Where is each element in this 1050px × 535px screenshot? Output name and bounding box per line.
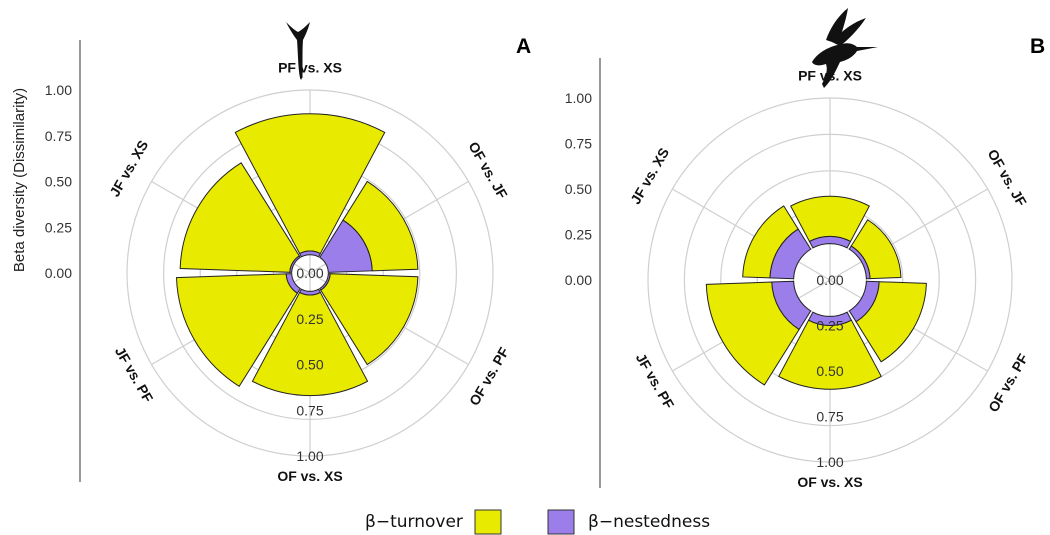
- category-label: OF vs. JF: [465, 139, 511, 202]
- grid-spoke: [829, 188, 988, 281]
- legend-key-turnover: [474, 509, 502, 535]
- nestedness-bar: [769, 228, 812, 280]
- category-label: JF vs. PF: [633, 350, 678, 412]
- radial-tick-label: 0.00: [816, 272, 843, 288]
- category-label: OF vs. XS: [277, 468, 342, 484]
- nestedness-bar: [285, 273, 301, 294]
- panel-label-a: A: [516, 35, 531, 58]
- legend-label-nestedness: β−nestedness: [588, 512, 710, 532]
- radial-tick-label: 0.50: [296, 357, 323, 373]
- radial-tick-label: 0.00: [296, 265, 323, 281]
- radial-tick-label: 0.75: [296, 402, 323, 418]
- y-tick-label: 0.25: [565, 227, 592, 243]
- category-label: OF vs. PF: [985, 350, 1031, 414]
- y-tick-label: 1.00: [565, 90, 592, 106]
- hummingbird-icon: [812, 8, 878, 88]
- legend: β−turnover β−nestedness: [365, 509, 710, 535]
- nestedness-bar: [289, 255, 301, 273]
- radial-tick-label: 0.25: [296, 311, 323, 327]
- nestedness-bar: [299, 288, 321, 296]
- nestedness-bar: [807, 311, 853, 326]
- y-tick-label: 0.00: [45, 265, 72, 281]
- nestedness-bar: [319, 219, 373, 273]
- nestedness-bar: [808, 235, 852, 249]
- legend-key-nestedness: [547, 509, 575, 535]
- flower-icon: [286, 22, 310, 80]
- turnover-bar: [850, 219, 902, 280]
- turnover-bar: [790, 195, 870, 243]
- category-label: OF vs. PF: [466, 344, 512, 408]
- nestedness-bar: [848, 245, 871, 280]
- panel-label-b: B: [1030, 35, 1045, 58]
- panel-a: OF vs. JF OF vs. PF OF vs. XS JF vs. PF JF v…: [45, 40, 512, 484]
- nestedness-bar: [319, 273, 331, 291]
- y-tick-label: 0.25: [45, 219, 72, 235]
- category-label: JF vs. XS: [627, 145, 672, 207]
- category-label: OF vs. XS: [797, 474, 862, 490]
- radial-tick-label: 0.25: [816, 318, 843, 334]
- category-label: JF vs. PF: [112, 344, 157, 406]
- y-tick-label: 0.50: [45, 174, 72, 190]
- panel-b: OF vs. JF OF vs. PF OF vs. XS JF vs. PF JF v…: [565, 58, 1031, 490]
- nestedness-bar: [848, 280, 880, 323]
- y-tick-label: 1.00: [45, 82, 72, 98]
- radial-tick-label: 0.75: [816, 409, 843, 425]
- y-axis-title: Beta diversity (Dissimilarity): [11, 88, 28, 272]
- radial-tick-label: 0.50: [816, 363, 843, 379]
- radial-tick-label: 1.00: [816, 454, 843, 470]
- y-tick-label: 0.50: [565, 181, 592, 197]
- nestedness-bar: [771, 280, 812, 331]
- y-tick-label: 0.75: [45, 128, 72, 144]
- category-label: PF vs. XS: [278, 59, 342, 75]
- grid-spoke: [672, 188, 831, 281]
- nestedness-bar: [299, 250, 321, 258]
- category-label: JF vs. XS: [106, 137, 151, 199]
- y-tick-label: 0.00: [565, 272, 592, 288]
- legend-label-turnover: β−turnover: [365, 512, 463, 532]
- category-label: OF vs. JF: [984, 146, 1030, 209]
- radial-tick-label: 1.00: [296, 448, 323, 464]
- y-tick-label: 0.75: [565, 136, 592, 152]
